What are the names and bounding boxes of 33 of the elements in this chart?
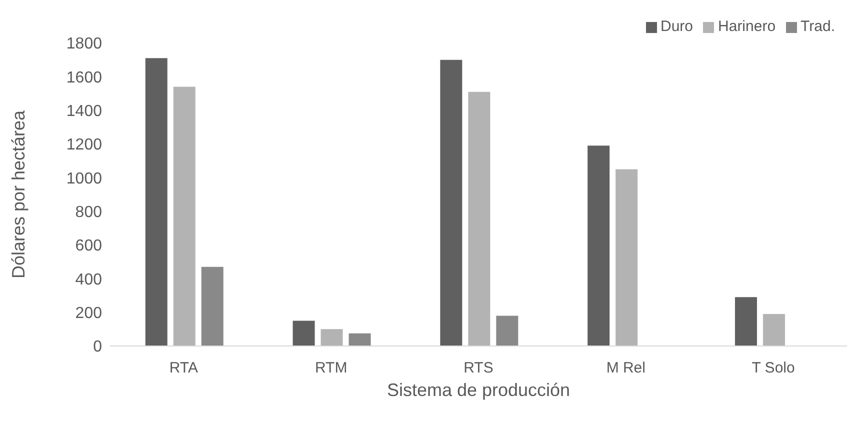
- x-tick-label: M Rel: [606, 360, 646, 377]
- bar: [762, 314, 785, 346]
- y-tick-label: 1800: [66, 36, 102, 53]
- bar: [145, 58, 168, 346]
- bar: [173, 86, 196, 346]
- x-tick-label: T Solo: [752, 360, 795, 377]
- legend-label: Trad.: [800, 18, 835, 35]
- x-tick-label: RTS: [464, 360, 494, 377]
- bar: [734, 297, 757, 346]
- bar: [320, 329, 343, 346]
- bar: [468, 92, 490, 346]
- y-axis-title: Dólares por hectárea: [8, 109, 28, 279]
- y-tick-label: 800: [75, 204, 102, 222]
- y-tick-label: 0: [93, 338, 102, 356]
- y-tick-label: 1200: [66, 136, 102, 154]
- y-tick-label: 1400: [66, 103, 102, 120]
- bar: [588, 146, 610, 346]
- x-tick-label: RTM: [314, 360, 348, 377]
- bar: [348, 333, 371, 346]
- bar: [496, 316, 518, 346]
- legend-label: Duro: [660, 18, 694, 35]
- y-tick-label: 1000: [66, 170, 102, 188]
- bar: [292, 320, 315, 346]
- bar: [201, 266, 224, 346]
- bar: [440, 60, 462, 346]
- x-tick-label: RTA: [169, 360, 198, 377]
- y-tick-label: 600: [75, 238, 102, 255]
- y-tick-label: 200: [75, 305, 102, 322]
- y-tick-label: 1600: [66, 69, 102, 86]
- bar: [616, 169, 638, 346]
- legend-label: Harinero: [718, 18, 776, 35]
- x-axis-title: Sistema de producción: [386, 380, 570, 400]
- y-tick-label: 400: [75, 271, 102, 288]
